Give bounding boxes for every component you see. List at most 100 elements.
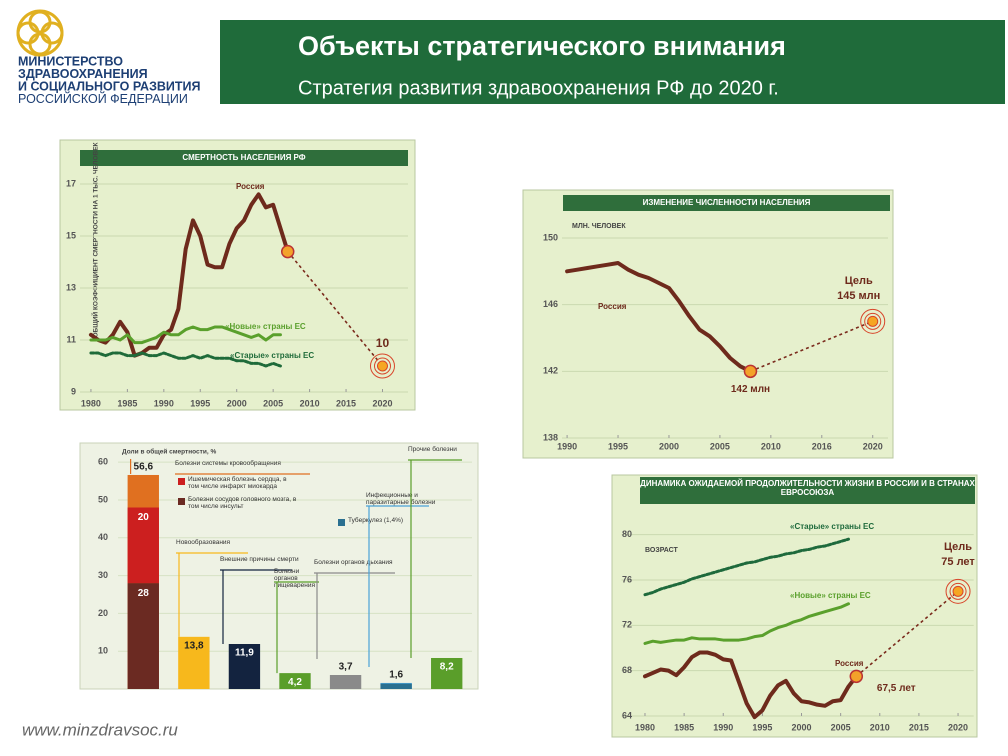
- chart-title: ДИНАМИКА ОЖИДАЕМОЙ ПРОДОЛЖИТЕЛЬНОСТИ ЖИЗ…: [640, 479, 975, 497]
- category-label-box: Инфекционные и паразитарные болезни: [366, 492, 436, 507]
- y-axis-label: МЛН. ЧЕЛОВЕК: [572, 223, 626, 230]
- value-label: 4,2: [288, 677, 302, 688]
- x-tick-label: 1990: [557, 441, 577, 451]
- slide-title: Объекты стратегического внимания: [298, 31, 786, 61]
- category-label-box: Прочие болезни: [408, 446, 457, 453]
- bar: [178, 636, 210, 689]
- x-tick-label: 1995: [190, 398, 210, 408]
- bar: [228, 644, 261, 689]
- y-tick-label: 15: [66, 230, 76, 240]
- segment-name: Туберкулез (1,4%): [348, 517, 404, 524]
- y-tick-label: 146: [543, 299, 558, 309]
- x-tick-label: 2020: [948, 722, 968, 732]
- current-point: [849, 669, 864, 684]
- segment-name: Ишемическая болезнь сердца, в том числе …: [188, 476, 287, 491]
- category-label: Болезни органов дыхания: [314, 559, 393, 566]
- target-point: [376, 360, 388, 372]
- series-label: «Новые» страны ЕС: [790, 591, 871, 600]
- target-ring: [373, 357, 391, 375]
- category-label: Болезни системы кровообращения: [175, 460, 281, 467]
- current-point: [280, 244, 295, 259]
- chart-title-bar: [563, 195, 890, 211]
- x-tick-label: 2005: [710, 441, 730, 451]
- category-label-box: Болезни системы кровообращения: [175, 460, 281, 467]
- footer-url: www.minzdravsoc.ru: [22, 720, 178, 739]
- y-axis-label: ОБЩИЙ КОЭФФИЦИЕНТ СМЕРТНОСТИ НА 1 ТЫС. Ч…: [91, 142, 100, 337]
- y-tick-label: 64: [622, 710, 632, 720]
- header-banner: [220, 20, 1005, 104]
- x-tick-label: 2020: [372, 398, 392, 408]
- y-tick-label: 150: [543, 232, 558, 242]
- y-tick-label: 10: [98, 646, 108, 656]
- logo-emblem: [16, 9, 64, 57]
- category-label: Новообразования: [176, 539, 231, 546]
- bar-segment: [127, 583, 159, 689]
- segment-name: Болезни сосудов головного мозга, в том ч…: [188, 496, 297, 511]
- y-axis-label: ВОЗРАСТ: [645, 547, 679, 554]
- logo-text: МИНИСТЕРСТВО: [18, 54, 123, 68]
- x-tick-label: 1980: [635, 722, 655, 732]
- y-tick-label: 9: [71, 386, 76, 396]
- category-label: Инфекционные и паразитарные болезни: [366, 492, 436, 507]
- x-tick-label: 2005: [263, 398, 283, 408]
- x-tick-label: 1990: [154, 398, 174, 408]
- y-tick-label: 11: [66, 334, 76, 344]
- x-tick-label: 1995: [752, 722, 772, 732]
- current-point: [743, 364, 758, 379]
- target-line: [855, 590, 959, 677]
- chart-title-box: ДИНАМИКА ОЖИДАЕМОЙ ПРОДОЛЖИТЕЛЬНОСТИ ЖИЗ…: [640, 479, 975, 497]
- value-label: 8,2: [440, 662, 454, 673]
- series-line: [89, 351, 282, 368]
- chart-title: ИЗМЕНЕНИЕ ЧИСЛЕННОСТИ НАСЕЛЕНИЯ: [642, 198, 811, 207]
- bar: [431, 657, 463, 689]
- x-tick-label: 1990: [713, 722, 733, 732]
- chart-title-box: ИЗМЕНЕНИЕ ЧИСЛЕННОСТИ НАСЕЛЕНИЯ: [642, 198, 811, 207]
- y-tick-label: 60: [98, 457, 108, 467]
- chart-title: СМЕРТНОСТЬ НАСЕЛЕНИЯ РФ: [182, 153, 306, 162]
- y-tick-label: 30: [98, 570, 108, 580]
- bar: [329, 675, 362, 689]
- y-tick-label: 50: [98, 494, 108, 504]
- target-point: [867, 315, 879, 327]
- series-label: «Новые» страны ЕС: [225, 322, 306, 331]
- bar-segment: [380, 683, 412, 689]
- target-ring: [864, 312, 882, 330]
- value-label: 56,6: [134, 462, 154, 473]
- category-label-box: Болезни органов дыхания: [314, 559, 393, 566]
- segment-name-box: Туберкулез (1,4%): [348, 517, 404, 524]
- x-tick-label: 2000: [659, 441, 679, 451]
- logo-text: РОССИЙСКОЙ ФЕДЕРАЦИИ: [18, 91, 188, 106]
- y-tick-label: 138: [543, 432, 558, 442]
- chart-title-bar: [640, 477, 975, 504]
- segment-value: 20: [138, 512, 150, 523]
- bar: [279, 673, 311, 689]
- series-line: [642, 650, 859, 720]
- bar-segment: [127, 507, 159, 584]
- legend-swatch: [178, 498, 185, 505]
- value-label: 13,8: [184, 640, 204, 651]
- series-line: [643, 602, 850, 645]
- y-tick-label: 80: [622, 529, 632, 539]
- y-tick-label: 13: [66, 282, 76, 292]
- category-label: Прочие болезни: [408, 446, 457, 453]
- current-label: 67,5 лет: [877, 683, 916, 694]
- target-ring: [369, 353, 395, 379]
- value-label: 3,7: [339, 662, 353, 673]
- slide-subtitle: Стратегия развития здравоохранения РФ до…: [298, 77, 779, 99]
- x-tick-label: 2010: [870, 722, 890, 732]
- current-label: 142 млн: [731, 384, 770, 395]
- category-label-box: Внешние причины смерти: [220, 556, 299, 563]
- series-label: Россия: [598, 302, 627, 311]
- target-point: [952, 585, 964, 597]
- y-axis-title: Доли в общей смертности, %: [122, 448, 216, 456]
- x-tick-label: 1995: [608, 441, 628, 451]
- target-line: [287, 251, 384, 367]
- target-label: 10: [376, 336, 390, 350]
- x-tick-label: 1980: [81, 398, 101, 408]
- x-tick-label: 2000: [791, 722, 811, 732]
- y-tick-label: 68: [622, 665, 632, 675]
- series-label: «Старые» страны ЕС: [230, 351, 314, 360]
- segment-value: 28: [138, 588, 150, 599]
- x-tick-label: 2020: [863, 441, 883, 451]
